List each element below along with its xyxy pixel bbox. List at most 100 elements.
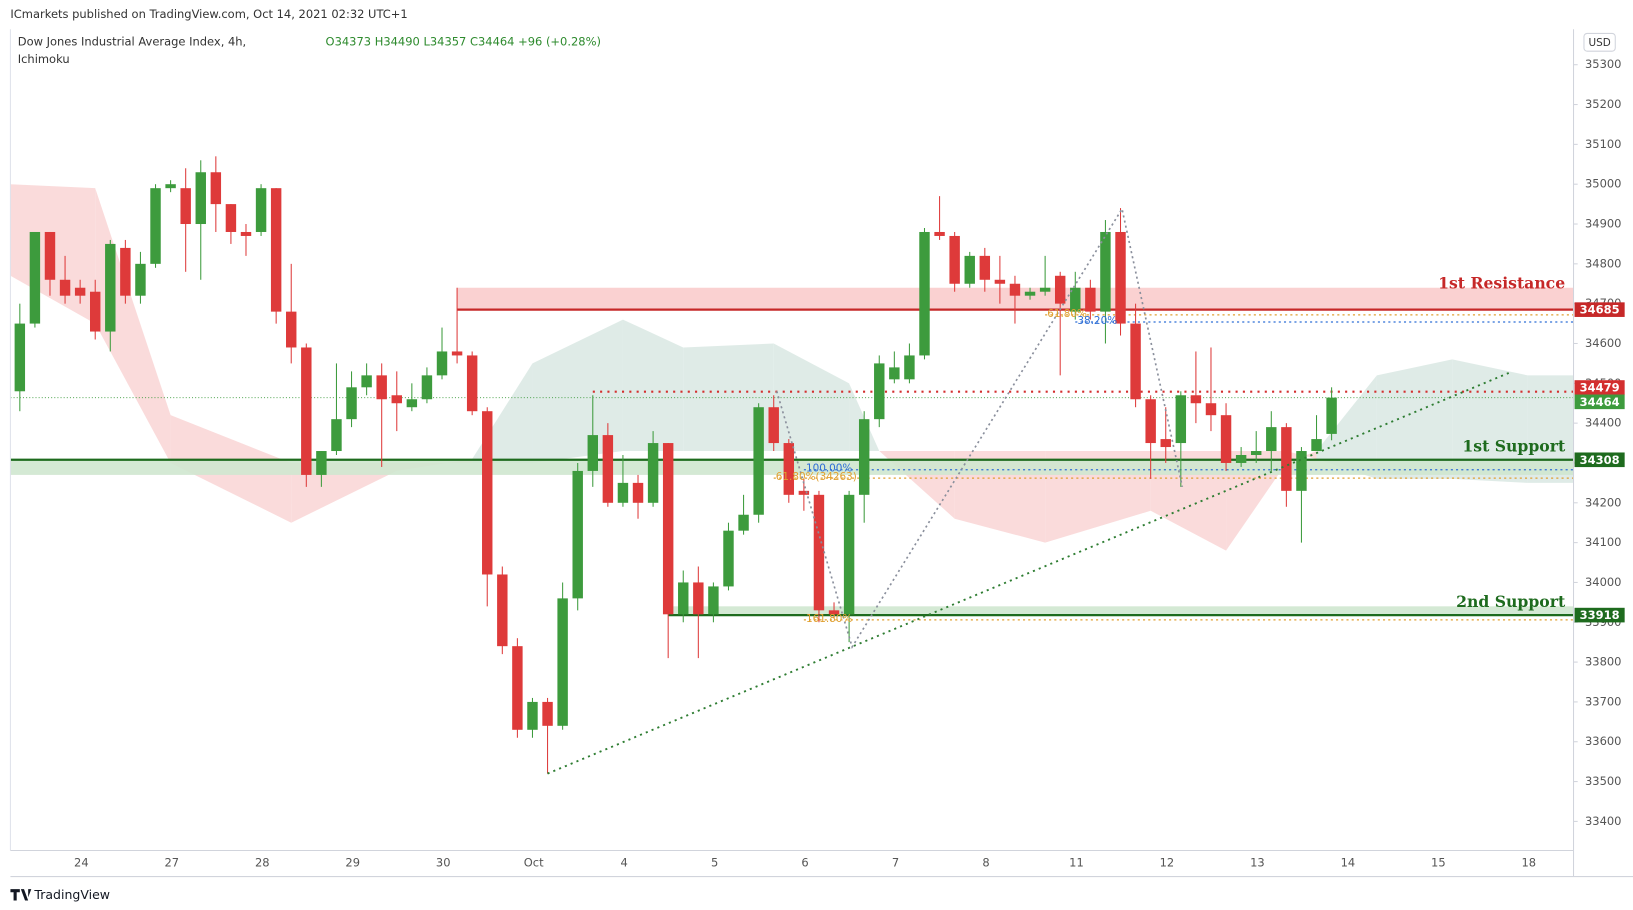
candle-body — [1130, 323, 1141, 400]
candle-body — [949, 235, 960, 284]
level-zone — [668, 606, 1574, 616]
y-tick-label: 33600 — [1585, 734, 1621, 748]
candle-body — [813, 494, 825, 611]
y-tick-label: 35300 — [1585, 57, 1621, 71]
candle-body — [346, 387, 357, 420]
candle-body — [286, 311, 297, 348]
candle-body — [1175, 395, 1187, 444]
candle-body — [874, 363, 885, 420]
candle-body — [1039, 287, 1051, 292]
candle-body — [843, 494, 855, 615]
candle-body — [406, 399, 418, 408]
level-label: 1st Resistance — [1438, 274, 1565, 293]
candle-body — [602, 435, 614, 503]
candle-body — [59, 279, 71, 296]
cloud-segment — [1226, 451, 1287, 551]
currency: USD — [1588, 37, 1610, 49]
candle-body — [858, 419, 870, 495]
candle-body — [240, 231, 252, 236]
candle-body — [1296, 451, 1307, 491]
candle-body — [723, 530, 734, 587]
cloud-segment — [773, 343, 850, 452]
indicator: Ichimoku — [18, 52, 70, 66]
candle-body — [557, 598, 568, 726]
candle-body — [1250, 451, 1262, 456]
price-badge-label: 33918 — [1580, 608, 1620, 622]
candle-body — [105, 243, 116, 332]
candle-body — [587, 435, 599, 471]
y-tick-label: 34100 — [1585, 535, 1621, 549]
price-badge — [1574, 394, 1625, 410]
candle-body — [316, 451, 327, 475]
candle-body — [436, 351, 448, 376]
candle-body — [647, 443, 659, 503]
y-tick-label: 34600 — [1585, 336, 1621, 350]
trend-line — [547, 370, 1513, 775]
fib-label: 61.80% — [1047, 308, 1087, 320]
cloud-segment — [622, 319, 684, 452]
x-tick-label: 13 — [1250, 855, 1265, 869]
brand-logo — [10, 889, 32, 901]
cloud-segment — [291, 462, 397, 523]
candle-body — [165, 184, 176, 189]
candle-body — [904, 355, 915, 380]
x-tick-label: 24 — [74, 855, 89, 869]
candle-body — [331, 419, 342, 452]
candle-body — [1205, 403, 1217, 416]
candle-body — [1326, 397, 1337, 434]
level-label: 2nd Support — [1456, 592, 1566, 611]
candle-body — [1054, 275, 1066, 304]
y-tick-label: 34900 — [1585, 217, 1621, 231]
candle-body — [828, 610, 840, 615]
x-tick-label: 18 — [1522, 855, 1537, 869]
candle-body — [301, 347, 312, 475]
cloud-segment — [1376, 359, 1453, 479]
price-badge-label: 34308 — [1580, 453, 1620, 467]
symbol: Dow Jones Industrial Average Index, 4h, — [18, 34, 246, 48]
candle-body — [798, 490, 810, 495]
fib-label: 161.80% — [806, 613, 852, 625]
x-tick-label: 6 — [801, 855, 808, 869]
x-tick-label: 28 — [255, 855, 270, 869]
candle-body — [210, 172, 222, 205]
y-tick-label: 34200 — [1585, 495, 1621, 509]
candle-body — [29, 231, 41, 324]
candle-body — [89, 291, 101, 332]
candle-body — [632, 482, 644, 503]
brand: TradingView — [33, 887, 110, 902]
candle-body — [270, 188, 282, 312]
candle-body — [120, 247, 131, 296]
y-tick-label: 34000 — [1585, 575, 1621, 589]
candle-body — [783, 443, 795, 495]
x-tick-label: 4 — [620, 855, 627, 869]
x-tick-label: 30 — [436, 855, 451, 869]
x-tick-label: 14 — [1341, 855, 1356, 869]
ohlc-legend: O34373 H34490 L34357 C34464 +96 (+0.28%) — [326, 34, 601, 48]
candle-body — [889, 367, 900, 380]
price-badge-label: 34464 — [1580, 395, 1620, 409]
candle-body — [919, 231, 930, 356]
x-tick-label: 29 — [345, 855, 360, 869]
candle-body — [572, 470, 583, 599]
candle-body — [482, 411, 493, 575]
x-tick-label: 27 — [165, 855, 180, 869]
candle-body — [1070, 287, 1081, 312]
candle-body — [180, 188, 191, 225]
cloud-segment — [1452, 359, 1528, 483]
y-tick-label: 34400 — [1585, 416, 1621, 430]
cloud-segment — [1316, 375, 1377, 479]
y-tick-label: 33700 — [1585, 694, 1621, 708]
candle-body — [497, 574, 508, 647]
y-tick-label: 33500 — [1585, 774, 1621, 788]
y-tick-label: 33800 — [1585, 655, 1621, 669]
candle-body — [1100, 231, 1111, 312]
cloud-segment — [1527, 375, 1574, 483]
candle-body — [979, 255, 991, 280]
candle-body — [708, 586, 719, 615]
candle-body — [738, 514, 749, 531]
candle-body — [1266, 427, 1277, 452]
candle-body — [195, 172, 206, 225]
candle-body — [1024, 291, 1036, 296]
candle-body — [135, 263, 146, 296]
